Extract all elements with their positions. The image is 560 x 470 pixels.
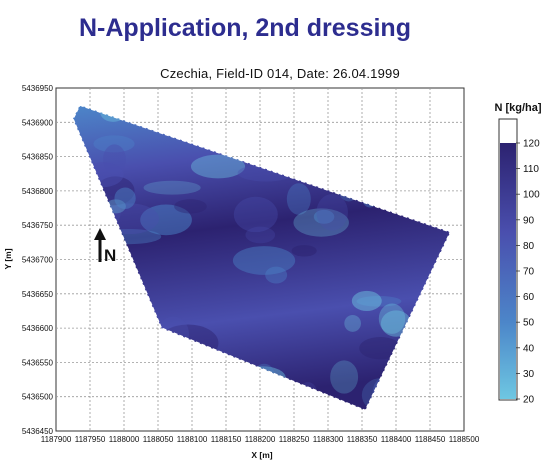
field-blob	[316, 194, 348, 231]
y-tick-label: 5436850	[22, 153, 54, 162]
x-tick-label: 1188250	[279, 435, 310, 444]
x-tick-label: 1187900	[41, 435, 72, 444]
field-boundary	[72, 104, 452, 412]
field-blob	[93, 135, 135, 153]
y-tick-label: 5436650	[22, 290, 54, 299]
field-blob	[245, 226, 276, 244]
legend-tick-label: 90	[523, 215, 535, 226]
field-blob	[351, 290, 382, 311]
field-blob	[293, 208, 349, 237]
legend-tick-label: 30	[523, 369, 535, 380]
y-tick-label: 5436950	[22, 84, 54, 93]
y-tick-label: 5436700	[22, 256, 54, 265]
field-blob	[143, 180, 201, 195]
x-tick-label: 1188050	[143, 435, 174, 444]
y-tick-labels: 5436950 5436900 5436850 5436800 5436750 54367…	[22, 84, 54, 436]
legend-tick-label: 110	[523, 164, 539, 175]
legend-tick-label: 50	[523, 318, 535, 329]
field-fill	[73, 105, 451, 411]
y-tick-label: 5436550	[22, 358, 54, 367]
field-blob	[356, 295, 402, 307]
y-tick-label: 5436600	[22, 324, 54, 333]
x-tick-label: 1188200	[245, 435, 276, 444]
legend-tick-labels: 120 110 100 90 80 70 60 50 40 30 20	[516, 139, 540, 406]
field-blob	[233, 196, 278, 233]
x-tick-label: 1188150	[211, 435, 242, 444]
field-blob	[359, 336, 402, 360]
field-blob	[174, 199, 207, 214]
y-axis-label: Y [m]	[3, 248, 13, 269]
y-tick-label: 5436750	[22, 221, 54, 230]
field-blob	[140, 204, 192, 236]
x-tick-label: 1188000	[109, 435, 140, 444]
x-axis-label: X [m]	[251, 450, 272, 460]
field-blob	[378, 303, 406, 334]
legend-tick-label: 60	[523, 292, 535, 303]
y-tick-label: 5436900	[22, 118, 54, 127]
x-tick-label: 1188300	[313, 435, 344, 444]
field-blob	[291, 245, 317, 257]
x-tick-label: 1188100	[177, 435, 208, 444]
x-tick-label: 1188450	[415, 435, 446, 444]
y-tick-label: 5436450	[22, 427, 54, 436]
y-tick-label: 5436800	[22, 187, 54, 196]
x-tick-label: 1188350	[347, 435, 378, 444]
field-blob	[114, 187, 136, 210]
field-blob	[102, 144, 126, 175]
legend-tick-label: 70	[523, 267, 535, 278]
field-blob	[286, 183, 311, 215]
map-subtitle: Czechia, Field-ID 014, Date: 26.04.1999	[160, 66, 400, 81]
legend-tick-label: 100	[523, 190, 540, 201]
legend-tick-label: 40	[523, 343, 535, 354]
field-blob	[313, 209, 335, 224]
x-tick-label: 1188400	[381, 435, 412, 444]
field-blob	[265, 266, 288, 284]
x-tick-label: 1188500	[449, 435, 480, 444]
north-arrow-label: N	[104, 246, 116, 265]
map-title: N-Application, 2nd dressing	[79, 14, 411, 42]
x-tick-label: 1187950	[75, 435, 106, 444]
legend-tick-label: 120	[523, 139, 540, 150]
field-blob	[330, 360, 359, 394]
x-tick-labels: 1187900 1187950 1188000 1188050 1188100 11881…	[41, 435, 480, 444]
legend-tick-label: 80	[523, 241, 535, 252]
field-blob	[190, 154, 246, 179]
legend-tick-label: 20	[523, 395, 535, 406]
north-arrow-icon	[94, 228, 106, 262]
field-blob	[232, 246, 296, 275]
legend-title: N [kg/ha]	[494, 102, 542, 114]
y-tick-label: 5436500	[22, 393, 54, 402]
legend-color-ramp	[500, 143, 516, 399]
field-blob	[344, 314, 361, 332]
